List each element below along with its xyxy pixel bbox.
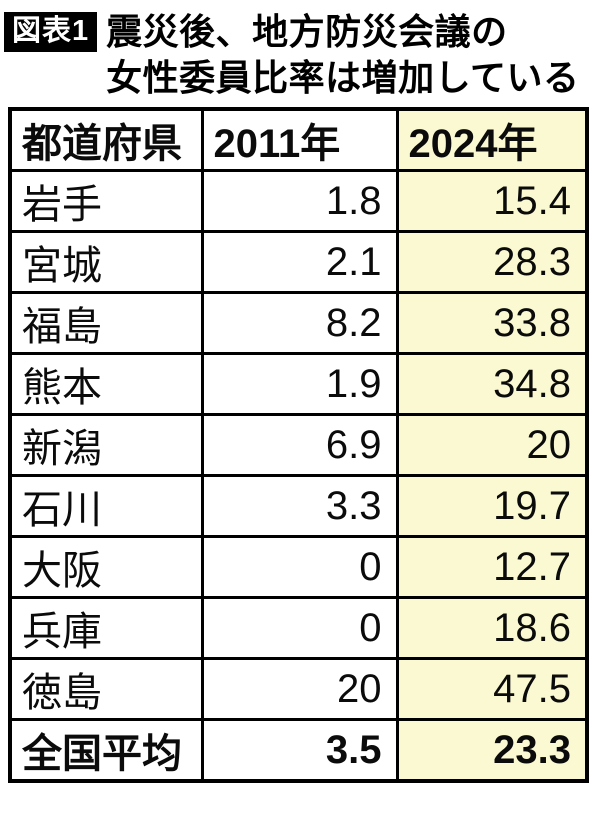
figure-page: 図表1 震災後、地方防災会議の 女性委員比率は増加している 都道府県 2011年… — [0, 0, 600, 784]
total-2011-cell: 3.5 — [200, 718, 399, 783]
table-row: 兵庫 0 18.6 — [8, 596, 589, 661]
col-header-2024: 2024年 — [395, 107, 589, 173]
total-2024-cell: 23.3 — [395, 718, 589, 783]
figure-title: 震災後、地方防災会議の 女性委員比率は増加している — [106, 9, 579, 101]
figure-badge: 図表1 — [4, 12, 98, 52]
prefecture-cell: 新潟 — [8, 413, 204, 478]
table-row: 新潟 6.9 20 — [8, 413, 589, 478]
figure-title-line1: 震災後、地方防災会議の — [106, 11, 508, 52]
prefecture-cell: 石川 — [8, 474, 204, 539]
value-2024-cell: 12.7 — [395, 535, 589, 600]
value-2011-cell: 1.8 — [200, 169, 399, 234]
table-row: 熊本 1.9 34.8 — [8, 352, 589, 417]
table-row: 大阪 0 12.7 — [8, 535, 589, 600]
value-2011-cell: 3.3 — [200, 474, 399, 539]
prefecture-cell: 兵庫 — [8, 596, 204, 661]
value-2011-cell: 1.9 — [200, 352, 399, 417]
table-row: 宮城 2.1 28.3 — [8, 230, 589, 295]
value-2024-cell: 33.8 — [395, 291, 589, 356]
table-row: 岩手 1.8 15.4 — [8, 169, 589, 234]
value-2011-cell: 8.2 — [200, 291, 399, 356]
col-header-2011: 2011年 — [200, 107, 399, 173]
value-2011-cell: 0 — [200, 596, 399, 661]
prefecture-cell: 岩手 — [8, 169, 204, 234]
prefecture-cell: 宮城 — [8, 230, 204, 295]
figure-header: 図表1 震災後、地方防災会議の 女性委員比率は増加している — [0, 0, 600, 101]
value-2024-cell: 47.5 — [395, 657, 589, 722]
value-2024-cell: 20 — [395, 413, 589, 478]
value-2024-cell: 19.7 — [395, 474, 589, 539]
prefecture-cell: 福島 — [8, 291, 204, 356]
table-header-row: 都道府県 2011年 2024年 — [8, 107, 589, 173]
value-2024-cell: 15.4 — [395, 169, 589, 234]
col-header-prefecture: 都道府県 — [8, 107, 204, 173]
value-2011-cell: 2.1 — [200, 230, 399, 295]
prefecture-ratio-table: 都道府県 2011年 2024年 岩手 1.8 15.4 宮城 2.1 28.3… — [8, 107, 589, 784]
total-label-cell: 全国平均 — [8, 718, 204, 783]
value-2024-cell: 18.6 — [395, 596, 589, 661]
table-footer-row: 全国平均 3.5 23.3 — [8, 718, 589, 783]
prefecture-cell: 熊本 — [8, 352, 204, 417]
value-2024-cell: 28.3 — [395, 230, 589, 295]
prefecture-cell: 大阪 — [8, 535, 204, 600]
table-row: 徳島 20 47.5 — [8, 657, 589, 722]
table-row: 福島 8.2 33.8 — [8, 291, 589, 356]
value-2011-cell: 0 — [200, 535, 399, 600]
table-row: 石川 3.3 19.7 — [8, 474, 589, 539]
figure-title-line2: 女性委員比率は増加している — [106, 57, 580, 99]
value-2011-cell: 6.9 — [200, 413, 399, 478]
value-2024-cell: 34.8 — [395, 352, 589, 417]
value-2011-cell: 20 — [200, 657, 399, 722]
prefecture-cell: 徳島 — [8, 657, 204, 722]
